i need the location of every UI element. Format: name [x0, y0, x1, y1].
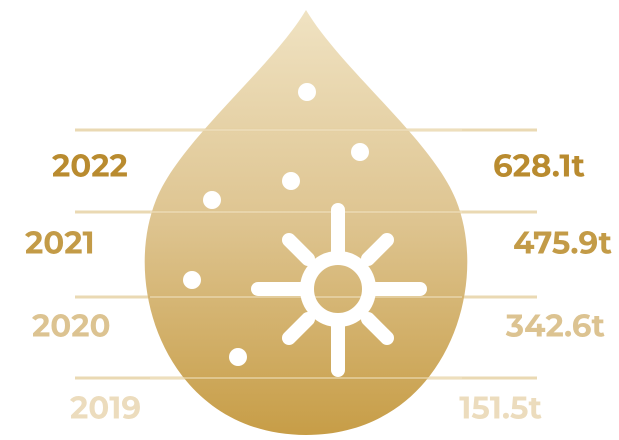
- dot: [298, 83, 316, 101]
- year-label: 2019: [70, 388, 141, 426]
- year-label: 2020: [32, 306, 111, 344]
- dot: [229, 348, 247, 366]
- infographic: 2022 628.1t 2021 475.9t 2020 342.6t 2019…: [0, 0, 619, 435]
- drop: [145, 10, 468, 435]
- dot: [351, 143, 369, 161]
- amount-label: 342.6t: [505, 306, 605, 344]
- dot: [203, 191, 221, 209]
- year-label: 2021: [25, 223, 95, 261]
- amount-label: 151.5t: [459, 388, 542, 426]
- dot: [183, 271, 201, 289]
- amount-label: 475.9t: [513, 223, 612, 261]
- amount-label: 628.1t: [493, 146, 585, 184]
- year-label: 2022: [52, 146, 128, 184]
- dot: [282, 172, 300, 190]
